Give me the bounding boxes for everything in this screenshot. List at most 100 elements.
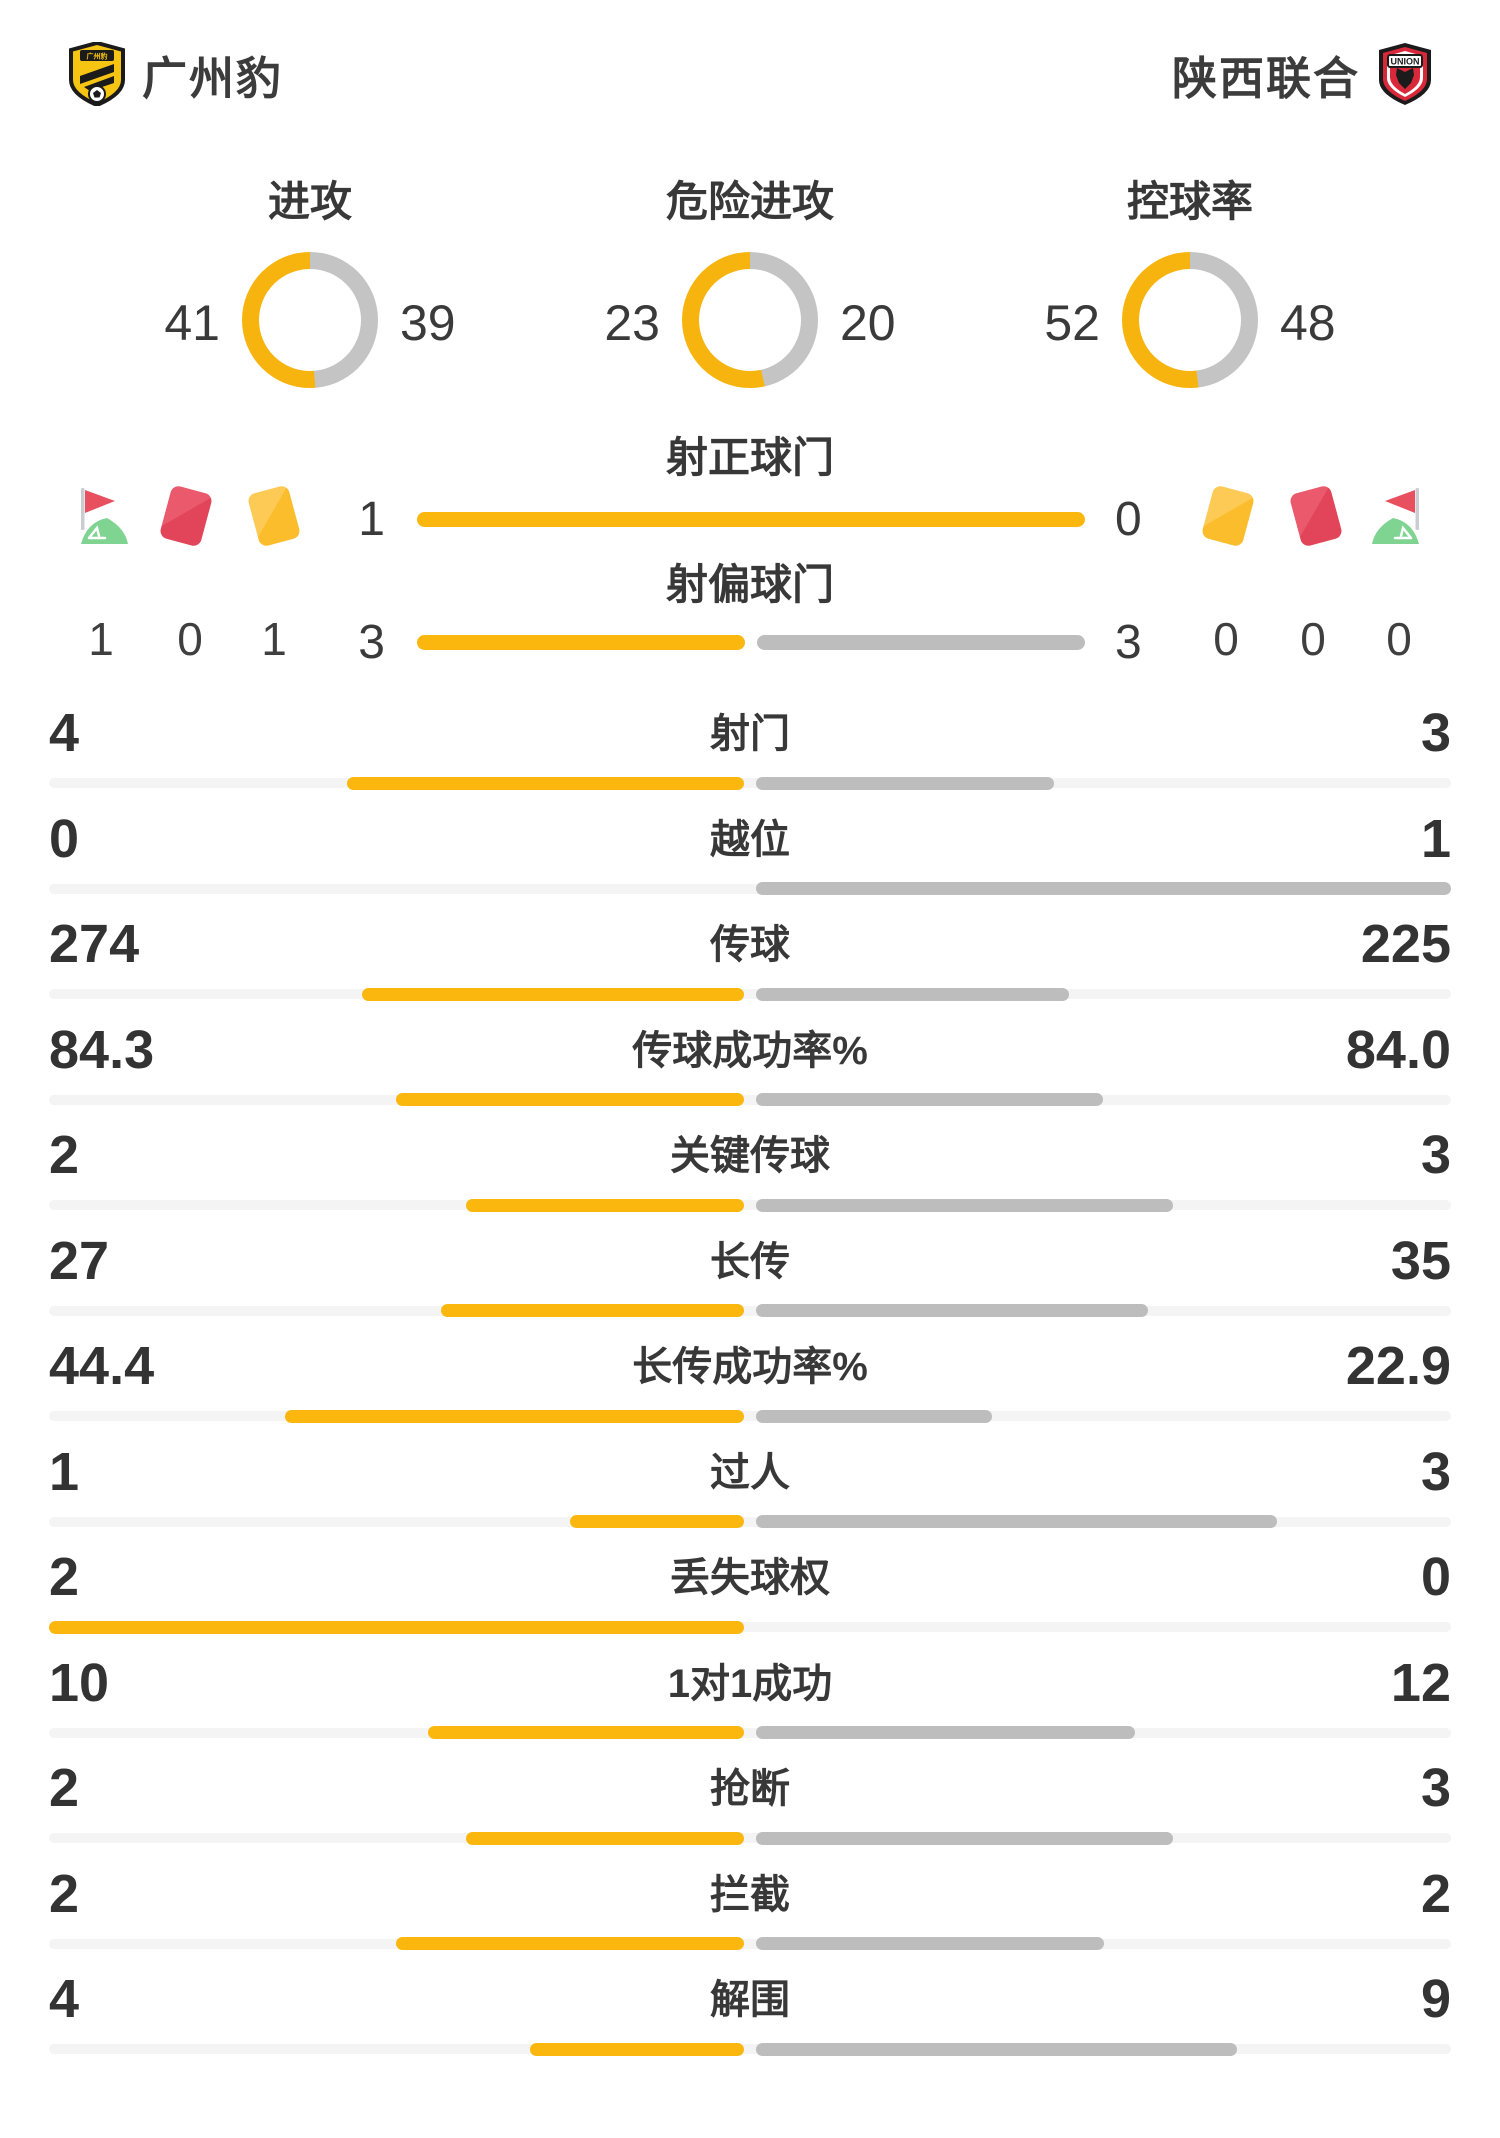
stat-home-value: 27 xyxy=(49,1230,110,1291)
stat-home-value: 84.3 xyxy=(49,1019,155,1080)
stat-row: 27 长传 35 xyxy=(49,1228,1451,1328)
stat-home-bar xyxy=(428,1726,744,1739)
stat-away-bar xyxy=(756,1304,1148,1317)
shots-off-target-away-bar xyxy=(757,635,1085,650)
stat-row: 44.4 长传成功率% 22.9 xyxy=(49,1333,1451,1433)
stat-home-bar xyxy=(396,1093,744,1106)
shots-on-target-title: 射正球门 xyxy=(665,434,834,481)
stat-row: 2 抢断 3 xyxy=(49,1755,1451,1855)
stat-home-value: 0 xyxy=(49,808,80,869)
stat-label: 关键传球 xyxy=(670,1134,830,1178)
stat-home-value: 4 xyxy=(49,1969,80,2029)
stat-row: 2 关键传球 3 xyxy=(49,1122,1451,1222)
away-team-header[interactable]: UNION 陕西联合 xyxy=(1172,42,1434,106)
stat-label: 丢失球权 xyxy=(670,1556,830,1600)
donut-ring xyxy=(682,252,818,388)
stat-away-value: 22.9 xyxy=(1345,1336,1451,1396)
stat-track xyxy=(49,2044,1451,2054)
stat-away-value: 3 xyxy=(1420,703,1451,763)
stat-away-bar xyxy=(756,1093,1103,1106)
donut-ring xyxy=(1122,252,1258,388)
donut-away-value: 39 xyxy=(400,295,456,351)
home-team-crest-icon: 广州豹 xyxy=(69,42,125,106)
stat-away-value: 84.0 xyxy=(1345,1019,1451,1080)
stat-label: 越位 xyxy=(710,817,790,862)
shots-off-target-bar xyxy=(417,635,1085,650)
stat-home-value: 44.4 xyxy=(49,1336,155,1396)
stat-label: 1对1成功 xyxy=(667,1661,833,1706)
donut-title: 控球率 xyxy=(1126,178,1253,225)
stat-row: 1 过人 3 xyxy=(49,1439,1451,1539)
stat-away-bar xyxy=(756,2042,1237,2056)
stat-track xyxy=(49,989,1451,999)
svg-text:广州豹: 广州豹 xyxy=(87,52,108,61)
stat-away-bar xyxy=(756,1409,992,1423)
shots-off-target-home-bar xyxy=(417,635,745,650)
stat-row: 4 解围 9 xyxy=(49,1966,1451,2066)
shots-off-target-home-value: 3 xyxy=(358,616,385,669)
donut-home-value: 41 xyxy=(164,295,220,351)
stat-label: 传球成功率% xyxy=(632,1028,868,1073)
stat-home-value: 2 xyxy=(49,1863,80,1924)
away-team-crest-icon: UNION xyxy=(1379,43,1431,105)
stat-home-value: 2 xyxy=(49,1758,80,1818)
shots-on-target-home-value: 1 xyxy=(358,493,385,546)
stat-label: 抢断 xyxy=(710,1767,790,1811)
away-yellow-cards-count: 0 xyxy=(1213,613,1239,665)
stat-row: 274 传球 225 xyxy=(49,911,1451,1011)
stat-track xyxy=(49,778,1451,788)
away-corner-flag-icon xyxy=(1371,486,1427,546)
stat-track xyxy=(49,1411,1451,1421)
stat-home-bar xyxy=(362,987,744,1001)
stat-row: 4 射门 3 xyxy=(49,700,1451,800)
stat-away-bar xyxy=(756,987,1069,1001)
stat-away-bar xyxy=(756,1726,1135,1739)
stat-home-value: 2 xyxy=(49,1547,80,1607)
donut-title: 进攻 xyxy=(267,178,352,225)
stat-track xyxy=(49,1200,1451,1210)
away-red-card-icon xyxy=(1288,484,1344,548)
home-corners-count: 1 xyxy=(88,613,114,665)
stat-home-value: 2 xyxy=(49,1125,80,1185)
away-team-name: 陕西联合 xyxy=(1171,52,1360,104)
stat-away-bar xyxy=(756,1937,1104,1950)
stat-row: 0 越位 1 xyxy=(49,806,1451,906)
shots-off-target-away-value: 3 xyxy=(1115,616,1142,669)
donut-ring xyxy=(242,252,378,388)
svg-text:UNION: UNION xyxy=(1391,57,1420,67)
stat-home-bar xyxy=(396,1937,744,1950)
donut-home-value: 23 xyxy=(604,295,660,351)
stat-track xyxy=(49,1833,1451,1843)
donut-title: 危险进攻 xyxy=(665,178,834,225)
stat-home-value: 274 xyxy=(49,914,140,974)
stat-home-bar xyxy=(466,1198,744,1212)
donut-home-value: 52 xyxy=(1044,295,1100,351)
donut-group: 控球率 52 48 xyxy=(970,168,1410,408)
stat-away-value: 0 xyxy=(1420,1547,1451,1607)
stat-row: 84.3 传球成功率% 84.0 xyxy=(49,1017,1451,1117)
stat-track xyxy=(49,1516,1451,1527)
stat-away-value: 35 xyxy=(1390,1230,1451,1291)
stat-row: 2 拦截 2 xyxy=(49,1861,1451,1961)
stat-away-bar xyxy=(756,1831,1173,1845)
stat-home-bar xyxy=(347,776,744,790)
home-yellow-cards-count: 1 xyxy=(261,613,287,665)
stat-track xyxy=(49,1727,1451,1738)
home-red-cards-count: 0 xyxy=(177,613,203,665)
stat-label: 长传 xyxy=(710,1239,790,1284)
stat-away-value: 12 xyxy=(1390,1652,1451,1713)
home-team-header[interactable]: 广州豹 广州豹 xyxy=(68,42,283,106)
stat-label: 长传成功率% xyxy=(632,1345,868,1389)
donut-away-value: 20 xyxy=(840,295,896,351)
stat-away-value: 3 xyxy=(1420,1125,1451,1185)
stat-row: 2 丢失球权 0 xyxy=(49,1544,1451,1644)
stat-away-value: 3 xyxy=(1420,1441,1451,1502)
stat-label: 过人 xyxy=(710,1450,790,1495)
stat-away-value: 3 xyxy=(1420,1758,1451,1818)
shots-on-target-away-value: 0 xyxy=(1115,493,1142,546)
stat-away-bar xyxy=(756,1515,1277,1528)
shots-on-target-home-bar xyxy=(417,512,1085,527)
stat-away-bar xyxy=(756,1198,1173,1212)
stat-label: 射门 xyxy=(710,712,790,756)
home-team-name: 广州豹 xyxy=(142,52,284,104)
